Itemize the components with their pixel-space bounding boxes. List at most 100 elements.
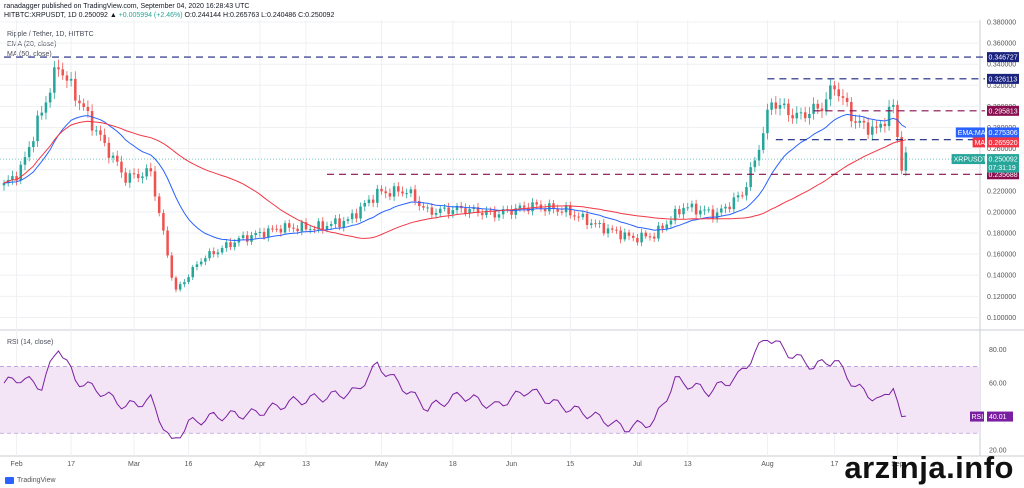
candle-body [703, 209, 706, 211]
candle-body [631, 235, 635, 238]
candle-body [707, 209, 710, 211]
candle-body [283, 223, 287, 233]
candle-body [736, 195, 740, 198]
time-tick-label: Jun [506, 461, 517, 468]
candle-body [686, 207, 689, 209]
time-tick-label: 16 [185, 461, 193, 468]
candle-body [720, 208, 723, 213]
candle-body [875, 126, 878, 128]
candle-body [854, 121, 857, 123]
candle-body [334, 218, 337, 225]
price-tag-name: EMA:MA [958, 130, 986, 137]
time-tick-label: Apr [254, 461, 266, 468]
candle-body [246, 235, 249, 242]
candle-body [178, 284, 182, 290]
candle-body [36, 115, 39, 142]
candle-body [443, 207, 446, 209]
price-tag-name-box [955, 127, 985, 138]
candle-body [426, 207, 429, 209]
candle-body [187, 277, 190, 283]
time-tick-label: 13 [302, 461, 310, 468]
candle-body [770, 102, 773, 110]
candle-body [86, 107, 90, 112]
candle-body [522, 205, 526, 208]
candle-body [531, 202, 534, 212]
candle-body [48, 92, 52, 103]
price-tick-label: 0.200000 [987, 209, 1016, 216]
candle-body [229, 242, 232, 248]
price-tick-label: 0.140000 [987, 273, 1016, 280]
candle-body [44, 102, 48, 113]
price-tick-label: 0.380000 [987, 20, 1016, 27]
price-tick-label: 0.220000 [987, 188, 1016, 195]
time-tick-label: Mar [128, 461, 141, 468]
candle-body [799, 112, 803, 114]
candle-body [636, 237, 639, 243]
candle-body [514, 208, 518, 215]
candle-body [761, 133, 765, 150]
candle-body [820, 108, 824, 112]
tradingview-logo[interactable]: TradingView [5, 477, 56, 484]
candle-body [95, 130, 98, 132]
candle-body [640, 232, 643, 243]
candle-body [711, 209, 715, 219]
candle-body [678, 209, 681, 215]
candle-body [476, 207, 480, 214]
candle-body [355, 213, 358, 219]
price-change: +0.005994 (+2.46%) [118, 12, 183, 19]
price-tag-name: MA [975, 140, 986, 147]
candle-body [543, 208, 547, 212]
candle-body [548, 203, 551, 212]
publisher-line: ranadagger published on TradingView.com,… [4, 3, 250, 10]
candle-body [715, 212, 719, 219]
candle-body [694, 203, 698, 215]
candle-body [271, 228, 274, 230]
candle-body [887, 106, 891, 127]
candle-body [296, 228, 299, 232]
candle-body [107, 142, 111, 158]
time-tick-label: 13 [684, 461, 692, 468]
candle-body [199, 261, 203, 265]
candle-body [11, 176, 14, 180]
price-tick-label: 0.160000 [987, 252, 1016, 259]
candle-body [120, 161, 123, 173]
candle-body [124, 172, 127, 183]
candle-body [53, 67, 56, 93]
time-tick-label: Sep [891, 461, 904, 468]
time-tick-label: 17 [831, 461, 839, 468]
candle-body [862, 120, 866, 123]
candle-body [577, 216, 580, 218]
level-tag-label: 0.235688 [989, 172, 1018, 179]
price-tick-label: 0.320000 [987, 83, 1016, 90]
candle-body [610, 228, 614, 230]
candle-body [392, 186, 396, 197]
tradingview-icon [5, 477, 14, 484]
candle-body [300, 222, 304, 232]
candle-body [841, 96, 845, 98]
candle-body [397, 186, 400, 192]
candle-body [191, 267, 195, 278]
candle-body [136, 173, 140, 179]
candle-body [438, 208, 442, 213]
candle-body [585, 213, 589, 226]
candle-body [174, 277, 178, 290]
candle-body [741, 195, 744, 197]
candle-body [837, 89, 841, 97]
rsi-tick-label: 80.00 [989, 347, 1007, 354]
candle-body [233, 242, 236, 248]
candle-body [606, 228, 610, 234]
candle-body [518, 205, 522, 209]
time-tick-label: Feb [11, 461, 23, 468]
price-tag [987, 127, 1019, 138]
candle-body [292, 227, 295, 229]
candle-body [480, 213, 484, 216]
price-tag-value: 0.265920 [989, 140, 1018, 147]
candle-body [132, 173, 136, 175]
candle-body [78, 100, 81, 104]
candle-body [422, 205, 425, 208]
level-tag-label: 0.295813 [989, 108, 1018, 115]
time-tick-label: 18 [449, 461, 457, 468]
candle-body [594, 223, 597, 225]
time-tick-label: 15 [566, 461, 574, 468]
